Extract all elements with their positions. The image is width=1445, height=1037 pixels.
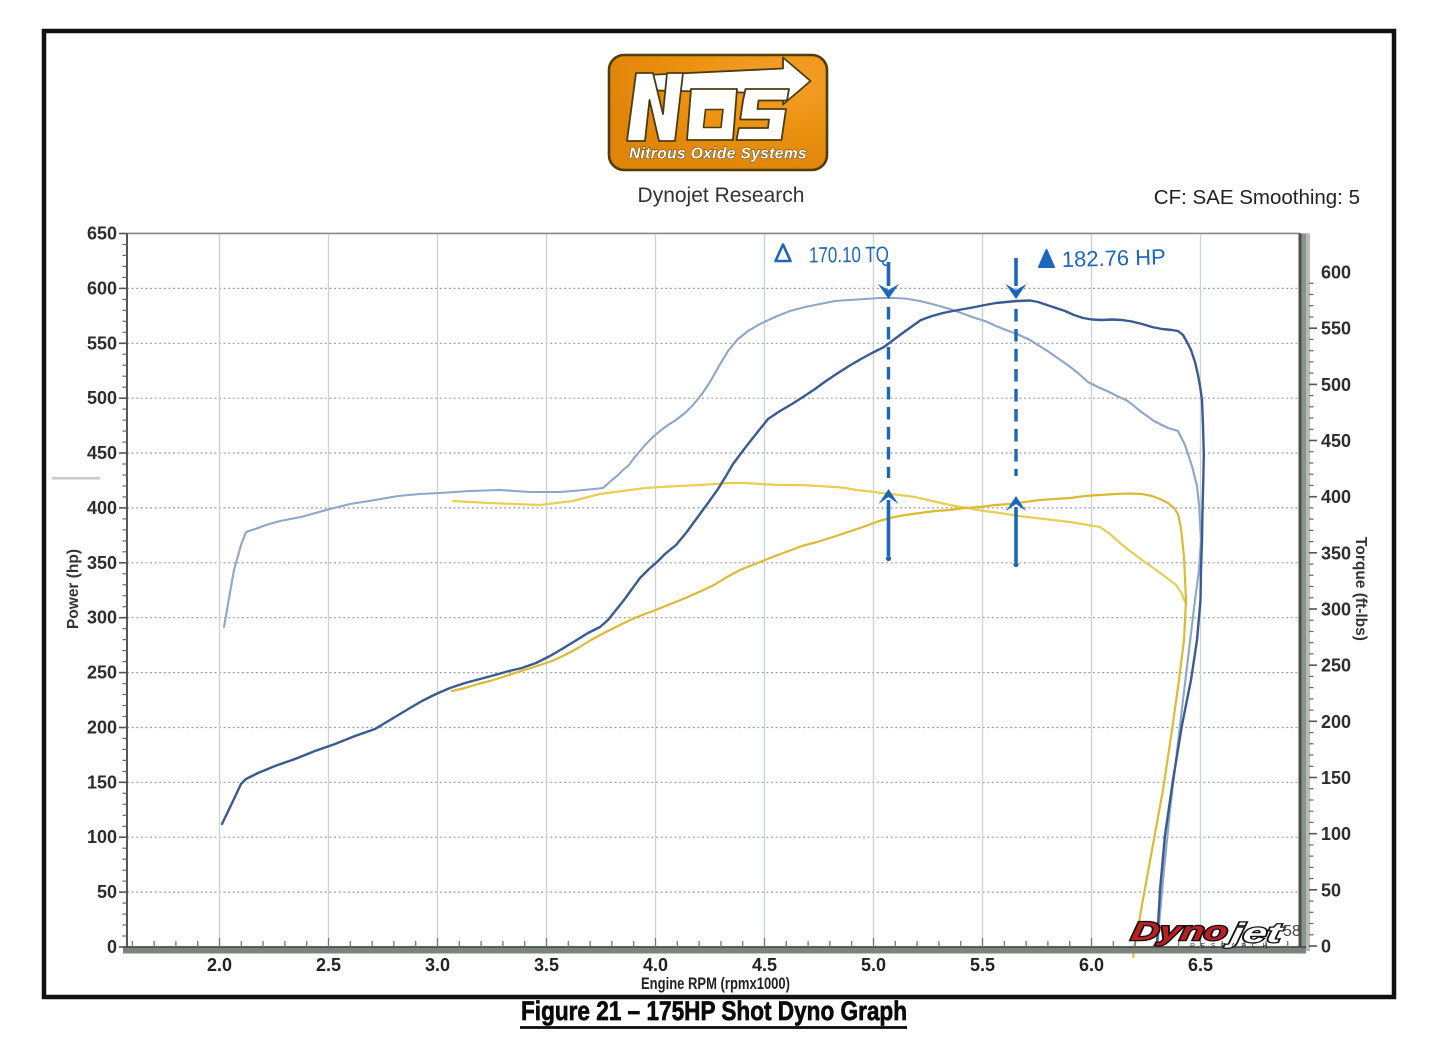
svg-text:250: 250 [1321, 656, 1351, 676]
svg-text:350: 350 [1321, 543, 1351, 563]
svg-text:400: 400 [1321, 487, 1351, 507]
svg-text:350: 350 [87, 553, 117, 573]
svg-text:4.5: 4.5 [752, 955, 777, 975]
svg-text:jet: jet [1224, 917, 1286, 948]
svg-text:600: 600 [87, 278, 117, 298]
svg-text:Dyno: Dyno [1129, 916, 1230, 946]
svg-text:450: 450 [87, 443, 117, 463]
svg-text:5.0: 5.0 [861, 955, 886, 975]
svg-text:150: 150 [87, 772, 117, 792]
svg-text:550: 550 [1321, 319, 1351, 339]
svg-text:Dynojet Research: Dynojet Research [638, 184, 805, 207]
svg-text:Torque (ft-lbs): Torque (ft-lbs) [1352, 537, 1369, 641]
svg-text:600: 600 [1321, 263, 1351, 283]
svg-text:100: 100 [87, 827, 117, 847]
svg-text:182.76 HP: 182.76 HP [1061, 244, 1166, 272]
svg-text:300: 300 [1321, 600, 1351, 620]
svg-text:550: 550 [87, 333, 117, 353]
svg-text:3.0: 3.0 [425, 955, 450, 975]
svg-text:0: 0 [107, 937, 117, 957]
svg-text:RESEARCH: RESEARCH [1190, 943, 1273, 950]
svg-text:200: 200 [87, 718, 117, 738]
svg-text:2.5: 2.5 [316, 955, 341, 975]
svg-text:250: 250 [87, 663, 117, 683]
svg-text:150: 150 [1321, 768, 1351, 788]
svg-text:400: 400 [87, 498, 117, 518]
svg-text:50: 50 [1321, 880, 1341, 900]
svg-text:100: 100 [1321, 824, 1351, 844]
svg-text:4.0: 4.0 [643, 955, 668, 975]
svg-text:Nitrous Oxide Systems: Nitrous Oxide Systems [629, 146, 807, 163]
svg-text:650: 650 [87, 224, 117, 244]
svg-text:2.0: 2.0 [207, 955, 232, 975]
svg-text:500: 500 [87, 388, 117, 408]
svg-text:0: 0 [1321, 937, 1331, 957]
svg-text:Figure 21 – 175HP Shot Dyno Gr: Figure 21 – 175HP Shot Dyno Graph [521, 996, 907, 1026]
svg-text:200: 200 [1321, 712, 1351, 732]
svg-text:Engine RPM (rpmx1000): Engine RPM (rpmx1000) [641, 974, 790, 993]
svg-text:450: 450 [1321, 431, 1351, 451]
svg-text:3.5: 3.5 [534, 955, 559, 975]
svg-text:300: 300 [87, 608, 117, 628]
svg-text:170.10 TQ: 170.10 TQ [809, 242, 889, 268]
svg-text:Power (hp): Power (hp) [65, 549, 82, 629]
svg-text:500: 500 [1321, 375, 1351, 395]
svg-text:50: 50 [97, 882, 117, 902]
svg-text:58: 58 [1283, 923, 1301, 940]
svg-text:CF: SAE Smoothing: 5: CF: SAE Smoothing: 5 [1154, 186, 1360, 209]
svg-text:6.0: 6.0 [1079, 955, 1104, 975]
svg-text:6.5: 6.5 [1188, 955, 1213, 975]
svg-text:5.5: 5.5 [970, 955, 995, 975]
